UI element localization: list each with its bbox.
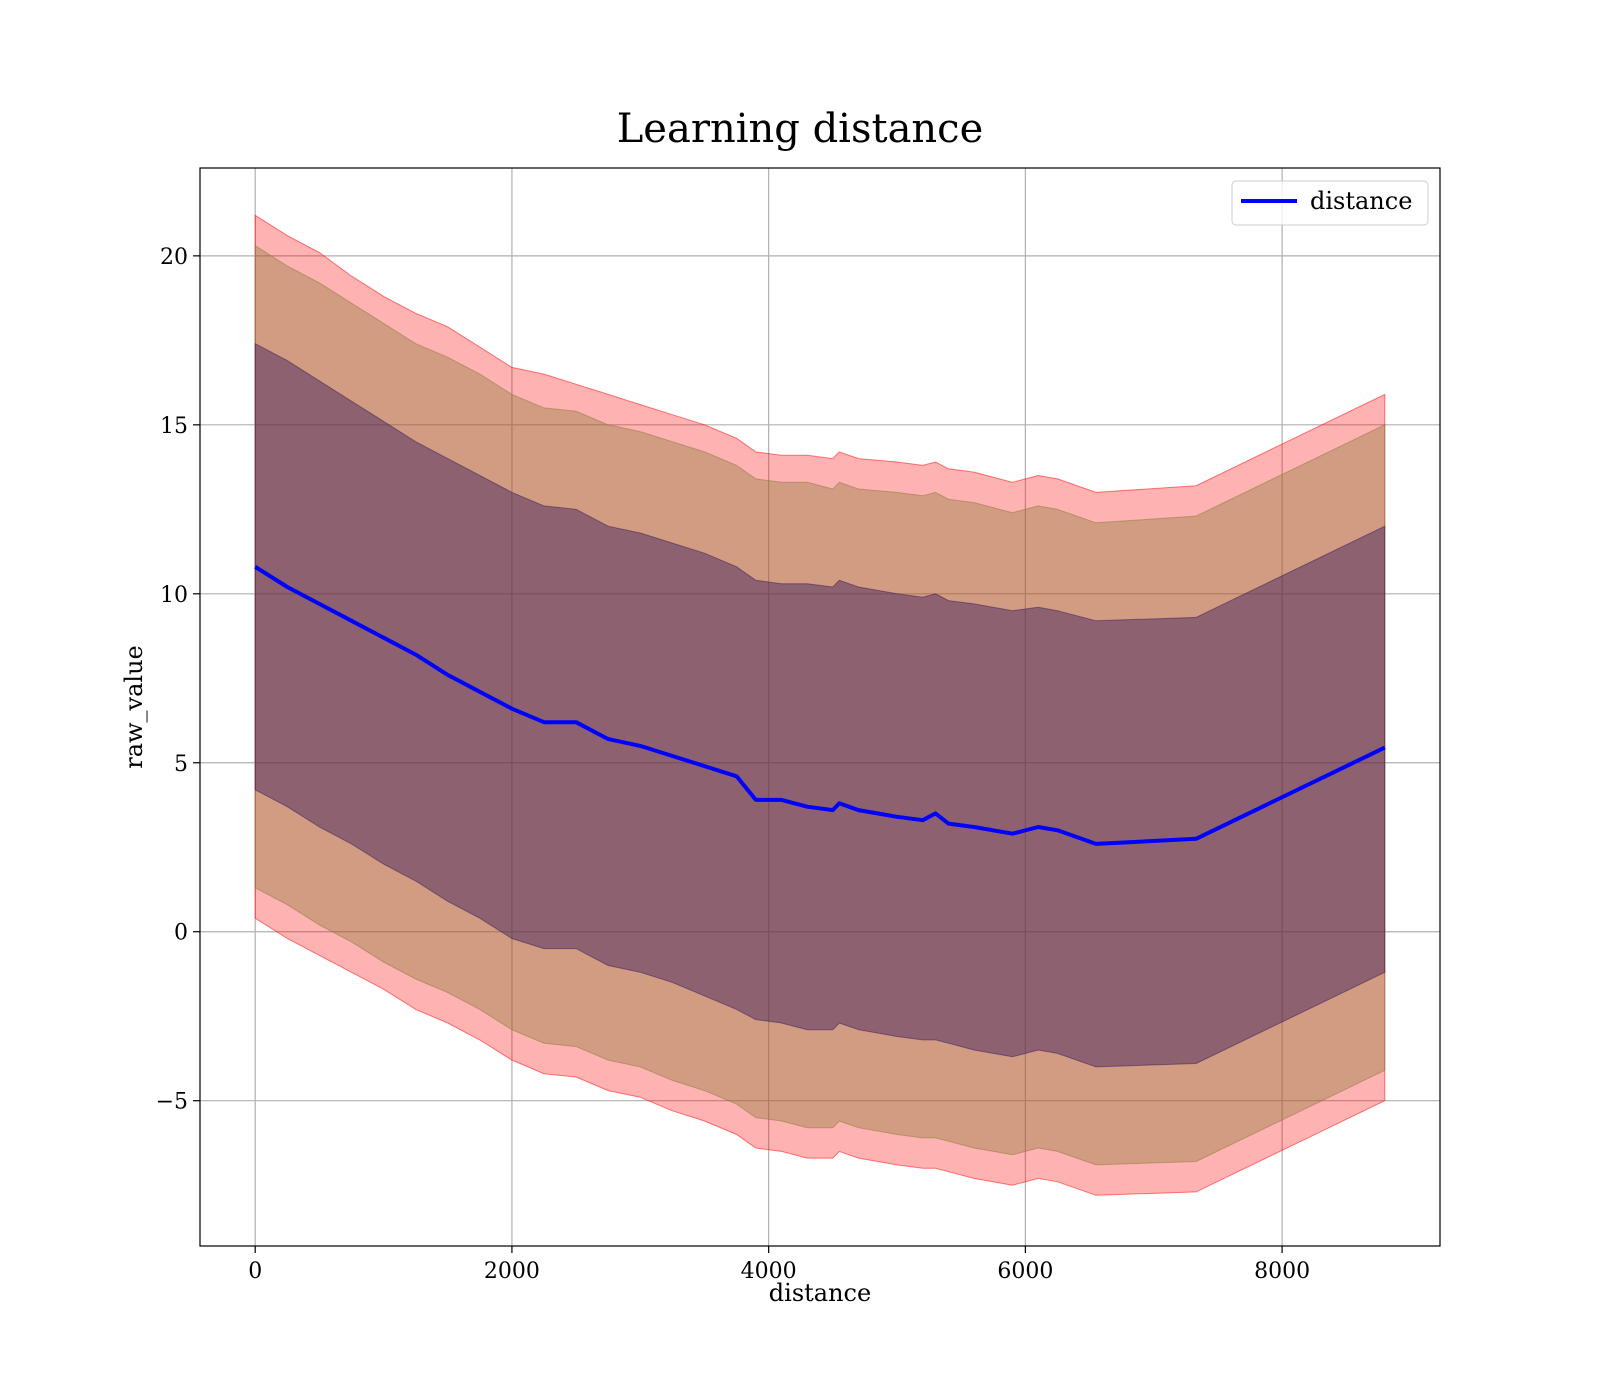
series-lines bbox=[254, 565, 1386, 846]
series-line bbox=[254, 565, 1386, 846]
x-tick-label: 2000 bbox=[484, 1259, 540, 1284]
x-tick-label: 8000 bbox=[1254, 1259, 1310, 1284]
y-axis-label: raw_value bbox=[120, 645, 148, 769]
confidence-bands bbox=[254, 214, 1386, 1196]
y-tick-label: 10 bbox=[160, 583, 188, 608]
y-tick-label: 20 bbox=[160, 245, 188, 270]
y-tick-label: −5 bbox=[156, 1090, 188, 1115]
legend-label: distance bbox=[1310, 187, 1412, 215]
x-tick-label: 6000 bbox=[997, 1259, 1053, 1284]
chart-title: Learning distance bbox=[617, 106, 984, 152]
legend-box bbox=[1231, 180, 1429, 226]
x-axis: 0 2000 4000 6000 8000 bbox=[248, 1246, 1310, 1284]
plot-frame bbox=[199, 167, 1441, 1247]
confidence-band bbox=[254, 342, 1386, 1068]
confidence-band bbox=[254, 244, 1386, 1166]
y-tick-label: 0 bbox=[174, 921, 188, 946]
y-tick-label: 15 bbox=[160, 414, 188, 439]
y-axis: −5 0 5 10 15 20 bbox=[156, 245, 200, 1115]
x-tick-label: 4000 bbox=[741, 1259, 797, 1284]
x-tick-label: 0 bbox=[248, 1259, 262, 1284]
grid bbox=[200, 168, 1440, 1246]
x-axis-label: distance bbox=[769, 1279, 871, 1307]
confidence-band bbox=[254, 214, 1386, 1196]
legend: distance bbox=[1231, 180, 1429, 226]
y-tick-label: 5 bbox=[174, 752, 188, 777]
